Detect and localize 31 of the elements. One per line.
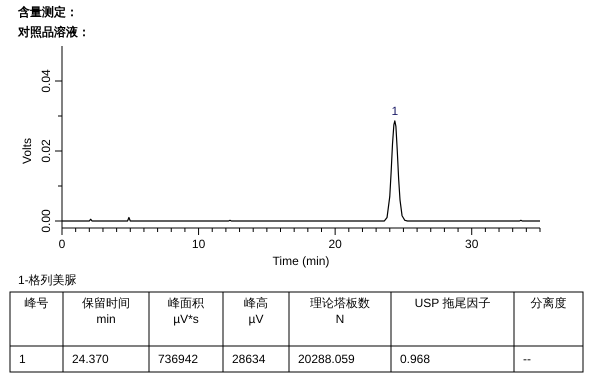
text: USP 拖尾因子 (414, 296, 490, 310)
text: 保留时间 (82, 296, 130, 310)
text: 0.968 (400, 352, 430, 366)
text: 峰面积 (168, 296, 204, 310)
text: µV*s (173, 312, 199, 326)
annotation: 1 (391, 104, 398, 118)
chart-subtitle: 对照品溶液： (17, 25, 90, 39)
chart-title: 含量测定： (17, 5, 78, 19)
y-tick-label: 0.02 (39, 139, 53, 163)
text: 736942 (158, 352, 198, 366)
text: 24.370 (72, 352, 110, 366)
text: 理论塔板数 (310, 296, 370, 310)
text: N (336, 312, 344, 326)
text: 28634 (232, 352, 266, 366)
x-tick-label: 20 (328, 237, 342, 251)
y-tick-label: 0.04 (39, 69, 53, 93)
text: 分离度 (530, 296, 566, 310)
text: 峰高 (244, 296, 268, 310)
text: 1-格列美脲 (18, 273, 77, 287)
text: -- (523, 352, 531, 366)
x-tick-label: 30 (465, 237, 479, 251)
text: 20288.059 (298, 352, 356, 366)
x-axis-title: Time (min) (272, 254, 330, 268)
x-tick-label: 0 (58, 237, 66, 251)
text: µV (248, 312, 264, 326)
text: min (96, 312, 116, 326)
y-axis-title: Volts (20, 138, 34, 164)
text: 1 (19, 352, 26, 366)
x-tick-label: 10 (192, 237, 206, 251)
y-tick-label: 0.00 (39, 209, 53, 233)
text: 峰号 (24, 296, 48, 310)
